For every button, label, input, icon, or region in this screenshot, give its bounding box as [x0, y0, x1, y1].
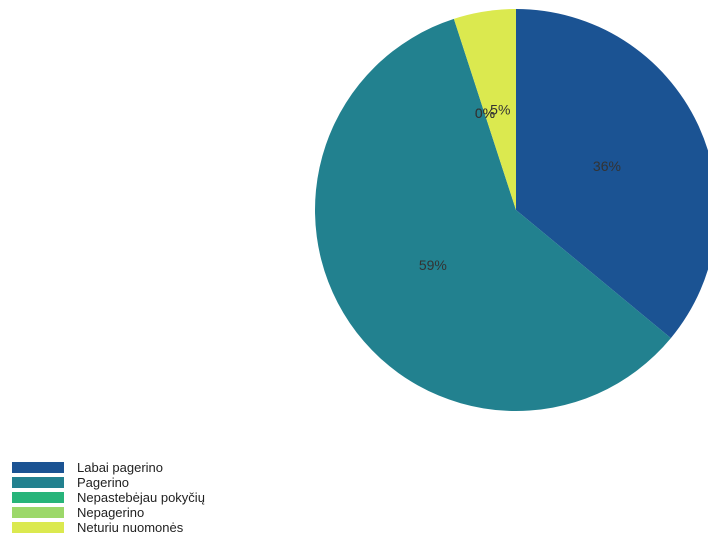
pie-labels: 36%59%0%0%5% — [419, 101, 621, 273]
legend-swatch — [12, 477, 64, 488]
legend-item-neturiu-nuomon-s: Neturiu nuomonės — [12, 520, 205, 535]
legend-label: Neturiu nuomonės — [77, 520, 184, 535]
pie-slice-labai-pagerino — [516, 9, 708, 339]
legend-swatch — [12, 507, 64, 518]
chart-legend: Labai pagerino Pagerino Nepastebėjau pokyč… — [12, 460, 205, 535]
pie-label-neturiu-nuomon-s: 5% — [490, 101, 510, 117]
pie-slice-pagerino — [314, 18, 671, 411]
legend-swatch — [12, 522, 64, 533]
legend-item-labai-pagerino: Labai pagerino — [12, 460, 205, 475]
pie-label-nepagerino: 0% — [475, 105, 495, 121]
legend-label: Pagerino — [77, 475, 130, 490]
pie-label-labai-pagerino: 36% — [593, 158, 621, 174]
pie-label-nepasteb-jau-poky-i: 0% — [475, 105, 495, 121]
pie-label-pagerino: 59% — [419, 257, 447, 273]
pie-slices — [314, 9, 708, 411]
legend-item-nepasteb-jau-poky-i: Nepastebėjau pokyčių — [12, 490, 205, 505]
legend-label: Labai pagerino — [77, 460, 164, 475]
legend-swatch — [12, 462, 64, 473]
pie-slice-neturiu-nuomon-s — [453, 9, 516, 210]
legend-label: Nepastebėjau pokyčių — [77, 490, 205, 505]
legend-swatch — [12, 492, 64, 503]
legend-label: Nepagerino — [77, 505, 145, 520]
legend-item-nepagerino: Nepagerino — [12, 505, 205, 520]
legend-item-pagerino: Pagerino — [12, 475, 205, 490]
